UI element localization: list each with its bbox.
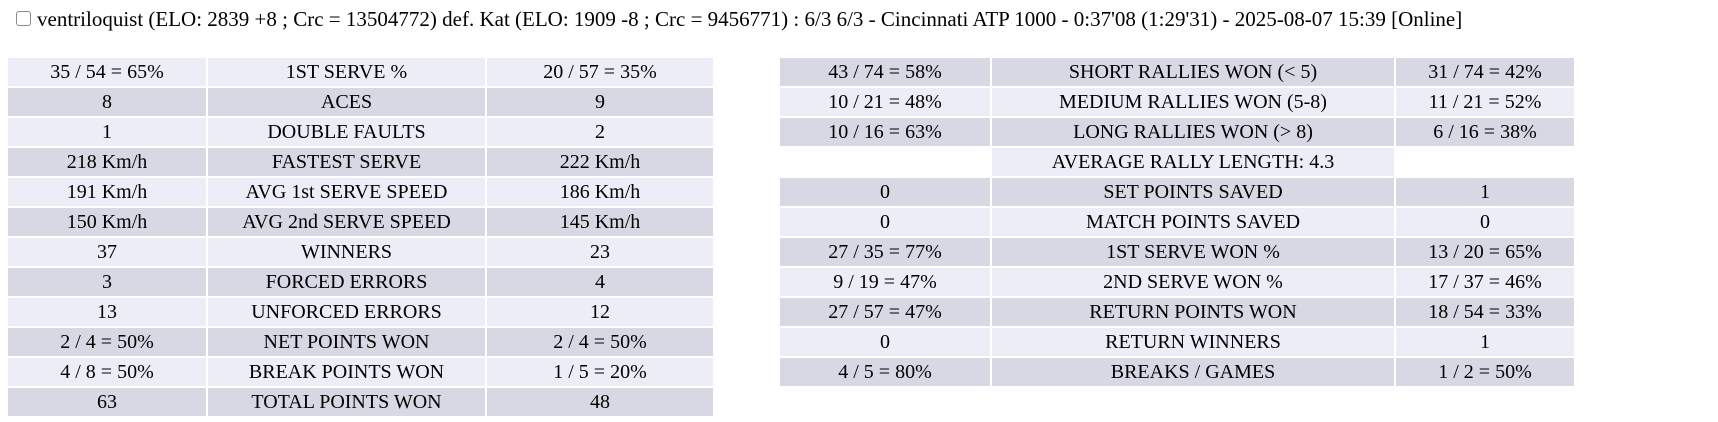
p1-value-cell: 0 bbox=[780, 328, 990, 356]
p2-value-cell: 2 bbox=[487, 118, 713, 146]
p1-value-cell: 63 bbox=[8, 388, 206, 416]
stat-label-cell: FORCED ERRORS bbox=[208, 268, 485, 296]
match-select-checkbox[interactable] bbox=[16, 11, 31, 26]
stat-label-cell: 2ND SERVE WON % bbox=[992, 268, 1394, 296]
stat-label-cell: DOUBLE FAULTS bbox=[208, 118, 485, 146]
match-summary: ventriloquist (ELO: 2839 +8 ; Crc = 1350… bbox=[37, 7, 1463, 31]
p1-value-cell: 27 / 57 = 47% bbox=[780, 298, 990, 326]
rally-stats-table: 43 / 74 = 58% SHORT RALLIES WON (< 5) 31… bbox=[778, 56, 1576, 388]
p1-value-cell: 10 / 21 = 48% bbox=[780, 88, 990, 116]
p1-value-cell: 3 bbox=[8, 268, 206, 296]
table-row: 4 / 8 = 50% BREAK POINTS WON 1 / 5 = 20% bbox=[8, 358, 713, 386]
p1-value-cell: 8 bbox=[8, 88, 206, 116]
stat-label-cell: BREAK POINTS WON bbox=[208, 358, 485, 386]
p1-value-cell: 218 Km/h bbox=[8, 148, 206, 176]
table-row: 13 UNFORCED ERRORS 12 bbox=[8, 298, 713, 326]
table-row: 4 / 5 = 80% BREAKS / GAMES 1 / 2 = 50% bbox=[780, 358, 1574, 386]
p2-value-cell: 4 bbox=[487, 268, 713, 296]
stat-label-cell: 1ST SERVE WON % bbox=[992, 238, 1394, 266]
p2-value-cell: 145 Km/h bbox=[487, 208, 713, 236]
stat-label-cell: SET POINTS SAVED bbox=[992, 178, 1394, 206]
p2-value-cell: 1 bbox=[1396, 328, 1574, 356]
stat-label-cell: AVG 2nd SERVE SPEED bbox=[208, 208, 485, 236]
p1-value-cell: 0 bbox=[780, 208, 990, 236]
table-row: 37 WINNERS 23 bbox=[8, 238, 713, 266]
table-row: AVERAGE RALLY LENGTH: 4.3 bbox=[780, 148, 1574, 176]
table-row: 43 / 74 = 58% SHORT RALLIES WON (< 5) 31… bbox=[780, 58, 1574, 86]
stat-label-cell: RETURN WINNERS bbox=[992, 328, 1394, 356]
p1-value-cell: 4 / 5 = 80% bbox=[780, 358, 990, 386]
table-row: 35 / 54 = 65% 1ST SERVE % 20 / 57 = 35% bbox=[8, 58, 713, 86]
stat-label-cell: TOTAL POINTS WON bbox=[208, 388, 485, 416]
p2-value-cell: 1 / 5 = 20% bbox=[487, 358, 713, 386]
table-row: 0 RETURN WINNERS 1 bbox=[780, 328, 1574, 356]
stat-label-cell: WINNERS bbox=[208, 238, 485, 266]
p1-value-cell: 10 / 16 = 63% bbox=[780, 118, 990, 146]
stat-label-cell: SHORT RALLIES WON (< 5) bbox=[992, 58, 1394, 86]
match-header: ventriloquist (ELO: 2839 +8 ; Crc = 1350… bbox=[16, 6, 1462, 32]
stat-label-cell: FASTEST SERVE bbox=[208, 148, 485, 176]
stat-label-cell: MATCH POINTS SAVED bbox=[992, 208, 1394, 236]
p2-value-cell: 186 Km/h bbox=[487, 178, 713, 206]
table-row: 27 / 57 = 47% RETURN POINTS WON 18 / 54 … bbox=[780, 298, 1574, 326]
table-row: 10 / 21 = 48% MEDIUM RALLIES WON (5-8) 1… bbox=[780, 88, 1574, 116]
p2-value-cell: 20 / 57 = 35% bbox=[487, 58, 713, 86]
table-row: 218 Km/h FASTEST SERVE 222 Km/h bbox=[8, 148, 713, 176]
p2-value-cell: 13 / 20 = 65% bbox=[1396, 238, 1574, 266]
p2-value-cell: 1 bbox=[1396, 178, 1574, 206]
p1-value-cell: 9 / 19 = 47% bbox=[780, 268, 990, 296]
stat-label-cell: 1ST SERVE % bbox=[208, 58, 485, 86]
p2-value-cell: 12 bbox=[487, 298, 713, 326]
p1-value-cell: 1 bbox=[8, 118, 206, 146]
p1-value-cell: 13 bbox=[8, 298, 206, 326]
p2-value-cell: 222 Km/h bbox=[487, 148, 713, 176]
table-row: 63 TOTAL POINTS WON 48 bbox=[8, 388, 713, 416]
p1-value-cell: 43 / 74 = 58% bbox=[780, 58, 990, 86]
p2-value-cell: 9 bbox=[487, 88, 713, 116]
p2-value-cell: 18 / 54 = 33% bbox=[1396, 298, 1574, 326]
p1-value-cell: 191 Km/h bbox=[8, 178, 206, 206]
p2-value-cell: 2 / 4 = 50% bbox=[487, 328, 713, 356]
p1-value-cell: 150 Km/h bbox=[8, 208, 206, 236]
p1-value-cell: 35 / 54 = 65% bbox=[8, 58, 206, 86]
p2-value-cell bbox=[1396, 148, 1574, 176]
p2-value-cell: 6 / 16 = 38% bbox=[1396, 118, 1574, 146]
table-row: 10 / 16 = 63% LONG RALLIES WON (> 8) 6 /… bbox=[780, 118, 1574, 146]
p2-value-cell: 0 bbox=[1396, 208, 1574, 236]
p2-value-cell: 1 / 2 = 50% bbox=[1396, 358, 1574, 386]
table-row: 0 MATCH POINTS SAVED 0 bbox=[780, 208, 1574, 236]
p2-value-cell: 17 / 37 = 46% bbox=[1396, 268, 1574, 296]
p1-value-cell: 4 / 8 = 50% bbox=[8, 358, 206, 386]
stat-label-cell: LONG RALLIES WON (> 8) bbox=[992, 118, 1394, 146]
stat-label-cell: AVG 1st SERVE SPEED bbox=[208, 178, 485, 206]
table-row: 3 FORCED ERRORS 4 bbox=[8, 268, 713, 296]
p1-value-cell bbox=[780, 148, 990, 176]
p2-value-cell: 11 / 21 = 52% bbox=[1396, 88, 1574, 116]
p2-value-cell: 23 bbox=[487, 238, 713, 266]
p1-value-cell: 2 / 4 = 50% bbox=[8, 328, 206, 356]
p2-value-cell: 31 / 74 = 42% bbox=[1396, 58, 1574, 86]
table-row: 191 Km/h AVG 1st SERVE SPEED 186 Km/h bbox=[8, 178, 713, 206]
stat-label-cell: BREAKS / GAMES bbox=[992, 358, 1394, 386]
stat-label-cell: RETURN POINTS WON bbox=[992, 298, 1394, 326]
p2-value-cell: 48 bbox=[487, 388, 713, 416]
stat-label-cell: ACES bbox=[208, 88, 485, 116]
table-row: 150 Km/h AVG 2nd SERVE SPEED 145 Km/h bbox=[8, 208, 713, 236]
table-row: 27 / 35 = 77% 1ST SERVE WON % 13 / 20 = … bbox=[780, 238, 1574, 266]
p1-value-cell: 27 / 35 = 77% bbox=[780, 238, 990, 266]
table-row: 8 ACES 9 bbox=[8, 88, 713, 116]
table-row: 0 SET POINTS SAVED 1 bbox=[780, 178, 1574, 206]
p1-value-cell: 0 bbox=[780, 178, 990, 206]
table-row: 9 / 19 = 47% 2ND SERVE WON % 17 / 37 = 4… bbox=[780, 268, 1574, 296]
p1-value-cell: 37 bbox=[8, 238, 206, 266]
serve-stats-table: 35 / 54 = 65% 1ST SERVE % 20 / 57 = 35% … bbox=[6, 56, 715, 418]
table-row: 1 DOUBLE FAULTS 2 bbox=[8, 118, 713, 146]
stat-label-cell: AVERAGE RALLY LENGTH: 4.3 bbox=[992, 148, 1394, 176]
stat-label-cell: NET POINTS WON bbox=[208, 328, 485, 356]
stat-label-cell: MEDIUM RALLIES WON (5-8) bbox=[992, 88, 1394, 116]
table-row: 2 / 4 = 50% NET POINTS WON 2 / 4 = 50% bbox=[8, 328, 713, 356]
stat-label-cell: UNFORCED ERRORS bbox=[208, 298, 485, 326]
